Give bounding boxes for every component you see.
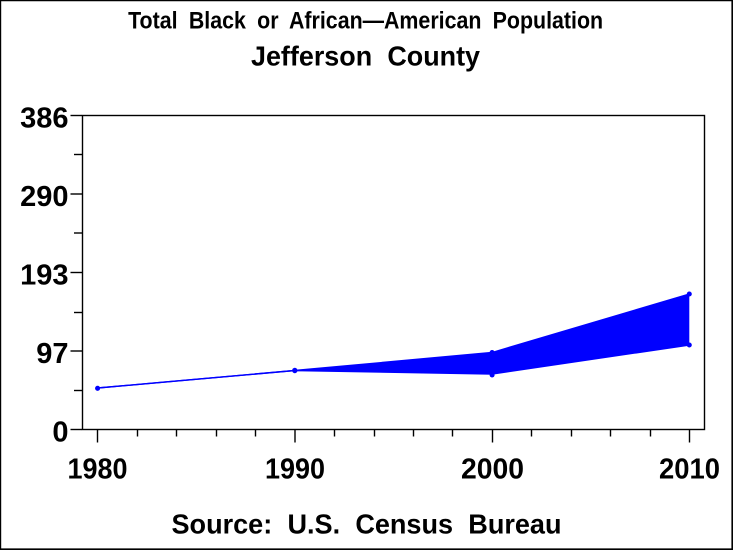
svg-text:1990: 1990 bbox=[265, 454, 325, 486]
svg-text:193: 193 bbox=[20, 260, 68, 292]
svg-text:0: 0 bbox=[52, 417, 68, 449]
svg-text:386: 386 bbox=[20, 103, 68, 135]
svg-text:Source: U.S. Census Bureau: Source: U.S. Census Bureau bbox=[172, 509, 562, 540]
svg-text:290: 290 bbox=[20, 181, 68, 213]
svg-text:2000: 2000 bbox=[461, 454, 524, 486]
svg-text:Jefferson County: Jefferson County bbox=[251, 41, 480, 72]
svg-text:97: 97 bbox=[36, 338, 68, 370]
svg-text:2010: 2010 bbox=[659, 454, 720, 486]
svg-text:1980: 1980 bbox=[68, 454, 128, 486]
svg-text:Total Black or African—America: Total Black or African—American Populati… bbox=[128, 8, 603, 35]
